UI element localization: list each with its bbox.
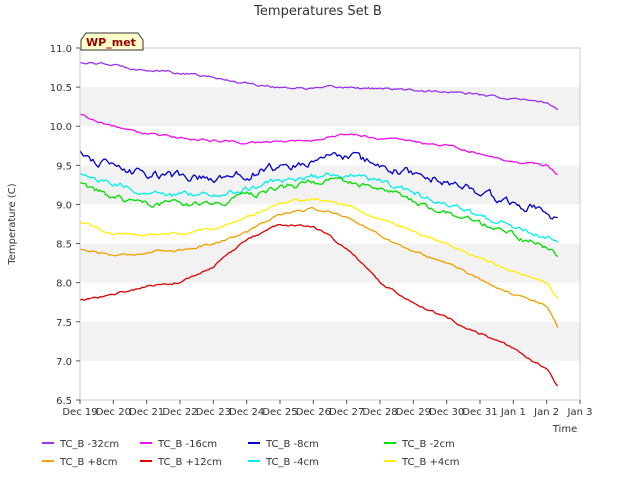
grid-band [80, 360, 580, 400]
legend-label: TC_B -4cm [265, 457, 319, 468]
legend-label: TC_B +8cm [59, 457, 118, 468]
grid-band [80, 204, 580, 244]
series-line [79, 198, 559, 299]
x-tick-label: Dec 22 [162, 407, 197, 418]
x-tick-label: Dec 28 [362, 407, 397, 418]
y-tick-label: 8.5 [56, 240, 72, 251]
x-tick-label: Dec 30 [429, 407, 464, 418]
grid-band [80, 321, 580, 361]
legend-label: TC_B -16cm [157, 439, 217, 450]
x-tick-label: Dec 20 [96, 407, 131, 418]
legend-label: TC_B +12cm [157, 457, 222, 468]
chart-title: Temperatures Set B [253, 4, 382, 19]
y-tick-label: 6.5 [56, 396, 72, 407]
x-tick-label: Jan 1 [500, 407, 526, 418]
grid-band [80, 165, 580, 205]
annotation-text: WP_met [86, 36, 136, 49]
grid-band [80, 87, 580, 127]
series-line [79, 206, 559, 328]
y-tick-label: 7.5 [56, 318, 72, 329]
grid-band [80, 48, 580, 88]
series-line [79, 150, 558, 220]
x-tick-label: Dec 29 [396, 407, 431, 418]
y-tick-label: 9.0 [56, 200, 72, 211]
grid-bands [80, 48, 580, 400]
series-lines [79, 61, 559, 387]
series-line [79, 61, 559, 111]
series-line [79, 172, 559, 243]
series-line [79, 176, 559, 258]
y-tick-label: 7.0 [56, 357, 72, 368]
y-axis-label: Temperature (C) [7, 183, 18, 265]
grid-band [80, 126, 580, 166]
x-tick-label: Dec 19 [62, 407, 97, 418]
grid-band [80, 243, 580, 283]
legend: TC_B -32cm TC_B +8cm TC_B -16cm TC_B +12cm T… [42, 439, 460, 468]
legend-label: TC_B -8cm [265, 439, 319, 450]
x-tick-label: Dec 27 [329, 407, 364, 418]
x-tick-label: Dec 26 [296, 407, 331, 418]
grid-band [80, 282, 580, 322]
legend-label: TC_B -2cm [401, 439, 455, 450]
y-tick-label: 9.5 [56, 161, 72, 172]
y-tick-label: 10.0 [50, 122, 72, 133]
x-tick-label: Dec 25 [262, 407, 297, 418]
legend-label: TC_B +4cm [401, 457, 460, 468]
x-tick-label: Dec 23 [196, 407, 231, 418]
series-line [79, 223, 559, 387]
annotation-label: WP_met [80, 32, 144, 51]
legend-label: TC_B -32cm [59, 439, 119, 450]
y-tick-label: 8.0 [56, 279, 72, 290]
y-tick-label: 11.0 [50, 44, 72, 55]
x-tick-label: Jan 3 [567, 407, 593, 418]
y-tick-label: 10.5 [50, 83, 72, 94]
plot-frame [79, 47, 581, 401]
series-line [79, 113, 558, 176]
x-axis-label: Time [552, 424, 577, 435]
y-axis-ticks: 6.5 7.0 7.5 8.0 8.5 9.0 9.5 10.0 10.5 11.0 [50, 44, 80, 407]
x-tick-label: Dec 21 [129, 407, 164, 418]
x-tick-label: Dec 24 [229, 407, 264, 418]
x-tick-label: Dec 31 [462, 407, 497, 418]
x-tick-label: Jan 2 [533, 407, 559, 418]
